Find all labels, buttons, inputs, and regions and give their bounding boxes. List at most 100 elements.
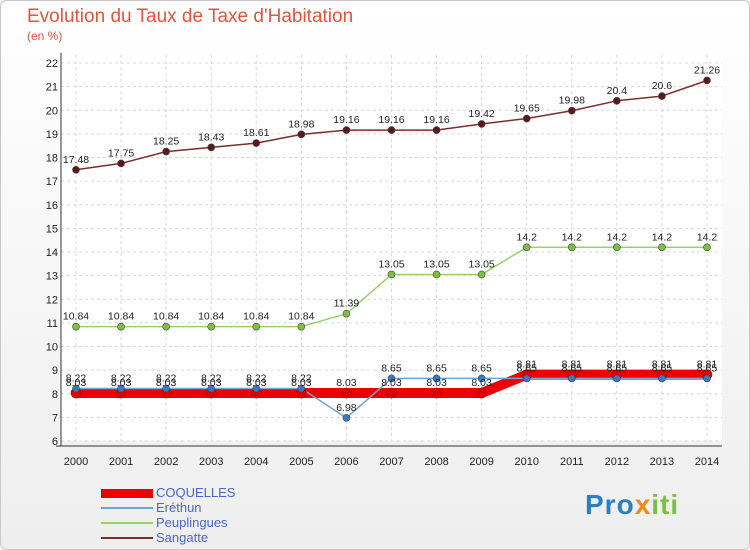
data-label: 8.22 [111,373,132,385]
data-label: 8.03 [471,377,492,389]
data-point [477,120,486,128]
data-point [477,374,486,383]
data-label: 17.75 [108,147,134,159]
data-point [613,243,621,252]
data-point [297,322,306,331]
data-label: 8.03 [246,377,267,389]
data-point [297,384,306,393]
x-tick-label: 2010 [514,456,538,468]
data-label: 8.22 [246,373,267,385]
data-point [342,309,351,318]
data-point [117,322,125,331]
data-label: 8.22 [156,373,177,385]
data-label: 10.84 [63,311,89,323]
y-tick-label: 18 [46,153,58,165]
data-label: 8.03 [381,377,402,389]
data-point [252,322,261,331]
data-label: 8.03 [291,377,312,389]
data-label: 8.65 [426,362,447,374]
data-point [72,165,80,174]
data-label: 8.65 [471,362,492,374]
data-point [432,374,441,383]
legend-label: Eréthun [156,500,202,515]
data-label: 13.05 [469,258,495,270]
x-tick-label: 2012 [605,456,629,468]
legend-swatch [101,522,153,524]
data-label: 19.65 [514,103,540,115]
data-label: 13.05 [378,258,404,270]
x-tick-label: 2001 [109,456,133,468]
data-point [658,374,666,383]
y-tick-label: 22 [46,58,58,70]
data-point [658,243,666,252]
proxiti-logo: Proxiti [585,489,679,521]
legend-swatch [101,537,153,539]
data-label: 8.65 [607,362,628,374]
data-label: 8.03 [426,377,447,389]
data-label: 8.81 [562,359,583,371]
y-tick-label: 6 [52,436,58,448]
y-tick-label: 11 [47,318,58,330]
data-label: 8.81 [516,359,537,371]
data-label: 10.84 [108,311,134,323]
y-tick-label: 15 [46,223,58,235]
data-label: 19.16 [378,114,404,126]
data-point [703,243,711,252]
data-label: 8.65 [381,362,402,374]
data-label: 14.2 [607,231,628,243]
data-point [567,243,576,252]
data-point [477,270,486,279]
data-label: 11.39 [334,298,360,310]
data-point [432,126,441,134]
data-label: 13.05 [423,258,449,270]
x-tick-label: 2003 [199,456,223,468]
x-tick-label: 2006 [334,456,358,468]
y-tick-label: 14 [46,247,58,259]
y-tick-label: 13 [46,271,58,283]
data-label: 10.84 [198,311,224,323]
y-tick-label: 8 [52,389,58,401]
chart-title: Evolution du Taux de Taxe d'Habitation [27,6,354,27]
x-tick-label: 2014 [695,456,719,468]
y-tick-label: 17 [46,176,58,188]
y-tick-label: 10 [46,342,58,354]
data-label: 8.81 [697,359,718,371]
logo-part-2: x [634,489,652,520]
data-point [252,139,261,147]
data-label: 17.48 [63,154,89,166]
data-label: 14.2 [516,231,537,243]
x-tick-label: 2009 [469,456,493,468]
data-point [252,384,261,393]
data-label: 18.98 [288,118,314,130]
y-tick-label: 19 [46,129,58,141]
y-tick-label: 20 [46,105,58,117]
data-point [207,322,216,331]
data-label: 8.22 [66,373,87,385]
data-point [431,387,442,399]
legend-label: Peuplingues [156,515,228,530]
data-point [341,387,352,399]
data-point [567,374,576,383]
x-tick-label: 2005 [289,456,313,468]
data-label: 8.65 [697,362,718,374]
logo-part-1: Pro [585,489,635,520]
data-label: 20.6 [652,80,673,92]
data-point [72,322,80,331]
data-point [387,270,396,279]
data-point [117,384,125,393]
data-label: 14.2 [652,231,673,243]
data-label: 19.16 [423,114,449,126]
x-tick-label: 2000 [64,456,88,468]
data-point [117,159,125,168]
data-label: 8.03 [156,377,177,389]
data-label: 18.61 [243,127,269,139]
y-tick-label: 21 [46,82,58,94]
data-label: 8.65 [652,362,673,374]
legend-label: Sangatte [156,530,209,545]
data-point [387,374,396,383]
data-label: 14.2 [697,231,718,243]
data-point [703,76,711,85]
data-label: 6.98 [336,402,357,414]
logo-part-3: iti [651,489,680,520]
data-point [162,147,170,156]
